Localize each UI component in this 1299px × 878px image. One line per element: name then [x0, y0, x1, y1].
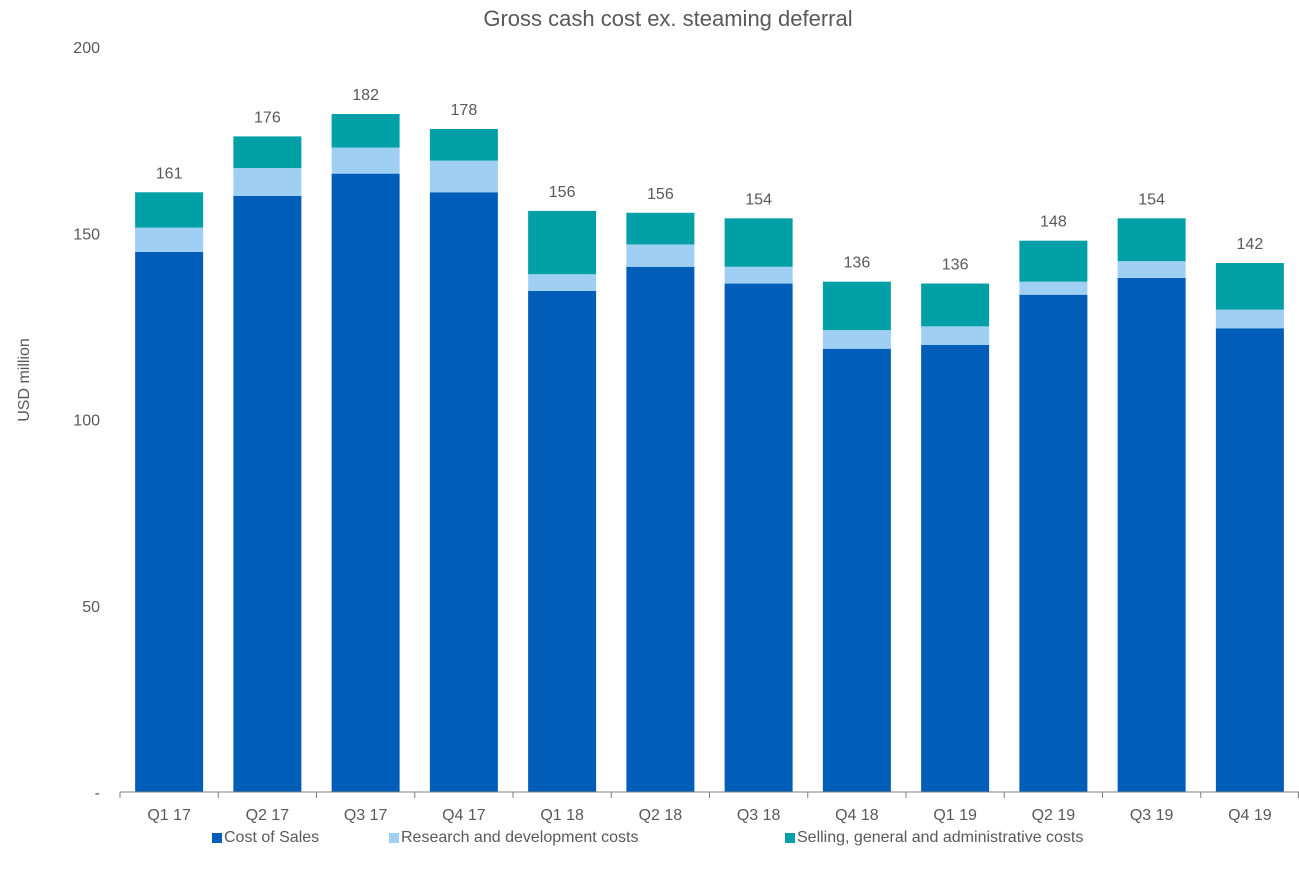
bar-segment-2: [921, 326, 990, 345]
bar-segment-2: [1117, 261, 1186, 278]
x-tick-label: Q3 19: [1130, 807, 1174, 824]
x-tick-label: Q4 19: [1228, 807, 1272, 824]
legend-label: Research and development costs: [401, 829, 639, 846]
bar-segment-1: [528, 290, 597, 792]
bar-total-label: 156: [647, 186, 674, 203]
bar-segment-3: [1117, 218, 1186, 262]
bar-segment-2: [822, 330, 891, 349]
x-tick-label: Q2 17: [246, 807, 290, 824]
bar-segment-2: [724, 266, 793, 284]
bar-segment-3: [822, 281, 891, 331]
legend-item-3: Selling, general and administrative cost…: [785, 829, 1083, 847]
bar-segment-2: [626, 244, 695, 267]
bar-segment-1: [1019, 294, 1088, 792]
y-axis-ticks: - 50 100 150 200: [73, 40, 100, 802]
y-axis-label: USD million: [16, 338, 33, 422]
bar-total-label: 156: [549, 184, 576, 201]
x-axis: Q1 17 Q2 17 Q3 17 Q4 17 Q1 18 Q2 18 Q3 18 Q4 18…: [119, 791, 1299, 824]
legend-label: Selling, general and administrative cost…: [797, 829, 1084, 846]
x-tick-label: Q1 18: [540, 807, 584, 824]
bar-total-label: 148: [1040, 214, 1067, 231]
x-tick-label: Q3 18: [737, 807, 781, 824]
bar-segment-1: [724, 283, 793, 792]
chart-title: Gross cash cost ex. steaming deferral: [483, 6, 852, 31]
bar-segment-2: [1215, 309, 1284, 329]
bar-total-labels: 161 176 182 178 156 156 154 136 136 148 154 142: [156, 87, 1264, 273]
bar-series-group: [135, 114, 1284, 792]
y-tick-label: 100: [73, 413, 100, 430]
bar-total-label: 176: [254, 109, 281, 126]
legend-swatch: [389, 833, 399, 843]
y-tick-label: 200: [73, 40, 100, 57]
y-tick-label: -: [95, 785, 100, 802]
bar-segment-3: [1019, 240, 1088, 282]
legend-label: Cost of Sales: [224, 829, 320, 846]
bar-segment-3: [233, 136, 302, 169]
bar-segment-2: [233, 168, 302, 196]
bar-segment-3: [626, 212, 695, 245]
x-tick-label: Q2 18: [639, 807, 683, 824]
bar-segment-1: [921, 345, 990, 792]
x-tick-label: Q4 17: [442, 807, 486, 824]
x-tick-label: Q1 19: [933, 807, 977, 824]
x-tick-label: Q2 19: [1032, 807, 1076, 824]
x-tick-label: Q4 18: [835, 807, 879, 824]
bar-segment-3: [724, 218, 793, 267]
bar-segment-3: [528, 210, 597, 275]
bar-total-label: 136: [844, 255, 871, 272]
bar-total-label: 154: [745, 191, 772, 208]
bar-segment-3: [921, 283, 990, 327]
bar-total-label: 161: [156, 165, 183, 182]
x-tick-label: Q3 17: [344, 807, 388, 824]
bar-segment-2: [331, 147, 400, 174]
bar-segment-1: [822, 348, 891, 792]
bar-segment-3: [429, 128, 498, 161]
x-tick-label: Q1 17: [147, 807, 191, 824]
bar-segment-1: [626, 266, 695, 792]
legend-swatch: [785, 833, 795, 843]
bar-segment-2: [135, 227, 204, 252]
legend-item-2: Research and development costs: [389, 829, 638, 847]
bar-segment-2: [1019, 281, 1088, 295]
bar-segment-3: [135, 192, 204, 228]
bar-segment-1: [331, 173, 400, 792]
bar-segment-3: [1215, 263, 1284, 310]
bar-segment-2: [528, 274, 597, 291]
bar-total-label: 178: [451, 102, 478, 119]
bar-segment-1: [1117, 277, 1186, 792]
legend: Cost of Sales Research and development co…: [0, 829, 1299, 853]
legend-swatch: [212, 833, 222, 843]
bar-segment-1: [233, 196, 302, 792]
y-tick-label: 50: [82, 599, 100, 616]
bar-total-label: 136: [942, 257, 969, 274]
bar-segment-3: [331, 114, 400, 148]
y-tick-label: 150: [73, 226, 100, 243]
bar-segment-1: [1215, 328, 1284, 792]
bar-total-label: 142: [1237, 236, 1264, 253]
bar-segment-1: [135, 251, 204, 792]
bar-segment-1: [429, 192, 498, 792]
bar-total-label: 154: [1138, 191, 1165, 208]
legend-item-1: Cost of Sales: [212, 829, 319, 847]
bar-total-label: 182: [352, 87, 379, 104]
bar-segment-2: [429, 160, 498, 193]
